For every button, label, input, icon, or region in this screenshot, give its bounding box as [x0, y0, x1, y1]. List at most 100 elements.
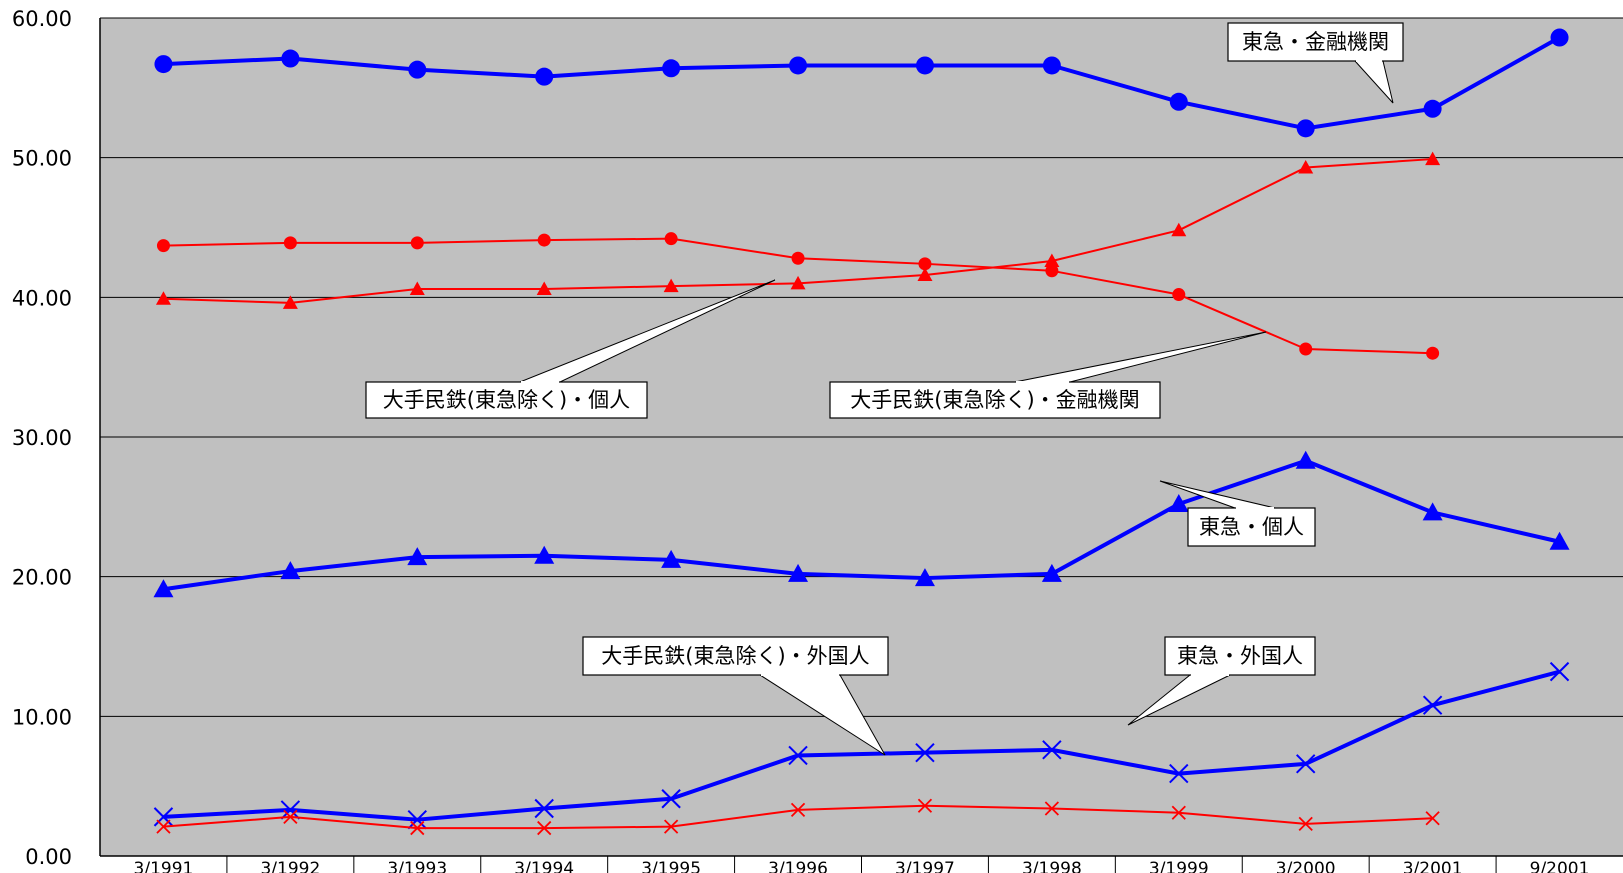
data-point — [662, 59, 681, 78]
x-tick-label: 3/1996 — [768, 859, 828, 873]
callout-label: 大手民鉄(東急除く)・金融機関 — [850, 388, 1139, 412]
data-point — [788, 563, 809, 582]
callout: 大手民鉄(東急除く)・外国人 — [582, 636, 889, 756]
series-5 — [153, 661, 1570, 830]
data-point — [1041, 563, 1062, 582]
series-4 — [153, 450, 1570, 598]
data-point — [915, 742, 935, 763]
data-point — [409, 281, 425, 295]
data-point — [534, 798, 554, 819]
callout-label: 東急・外国人 — [1177, 644, 1303, 668]
data-point — [408, 60, 427, 79]
data-point — [914, 568, 935, 587]
data-point — [1425, 151, 1441, 166]
x-tick-label: 3/1993 — [387, 859, 447, 873]
data-point — [664, 232, 678, 246]
data-point — [1295, 450, 1316, 469]
data-point — [537, 233, 551, 247]
y-tick-label: 60.00 — [12, 7, 72, 31]
y-tick-label: 50.00 — [12, 147, 72, 171]
series-2 — [156, 232, 1440, 360]
data-point — [155, 291, 171, 305]
data-point — [407, 547, 428, 566]
x-tick-label: 9/2001 — [1530, 859, 1590, 873]
data-point — [282, 295, 298, 309]
callout-box — [1187, 507, 1316, 547]
data-point — [410, 236, 424, 250]
data-point — [1042, 56, 1061, 75]
x-tick-label: 3/1994 — [514, 859, 574, 873]
data-point — [1044, 801, 1060, 816]
callout-box — [582, 636, 889, 676]
data-point — [917, 798, 933, 813]
data-point — [1422, 502, 1443, 521]
data-point — [661, 789, 681, 809]
callout: 大手民鉄(東急除く)・個人 — [365, 279, 776, 419]
data-point — [1299, 342, 1313, 356]
data-point — [1296, 119, 1315, 138]
series-line — [163, 669, 1561, 822]
data-point — [535, 67, 554, 86]
x-tick-label: 3/2000 — [1276, 859, 1336, 873]
data-point — [791, 251, 805, 265]
data-point — [1549, 531, 1570, 550]
data-point — [1550, 28, 1569, 47]
data-point — [788, 745, 808, 766]
data-point — [1425, 811, 1440, 826]
x-tick-label: 3/1995 — [641, 859, 701, 873]
callout: 大手民鉄(東急除く)・金融機関 — [829, 331, 1267, 419]
data-point — [281, 49, 300, 68]
data-point — [153, 807, 174, 827]
callout-label: 大手民鉄(東急除く)・個人 — [383, 388, 630, 412]
y-tick-label: 0.00 — [25, 845, 72, 869]
data-point — [1168, 494, 1189, 513]
data-point — [663, 819, 679, 834]
x-tick-label: 3/1992 — [260, 859, 320, 873]
y-tick-label: 10.00 — [12, 705, 72, 729]
data-point — [283, 236, 297, 250]
x-tick-label: 3/2001 — [1403, 859, 1463, 873]
x-tick-label: 3/1991 — [134, 859, 194, 873]
data-point — [156, 239, 170, 253]
series-3 — [155, 151, 1441, 309]
data-point — [789, 56, 808, 75]
data-point — [918, 257, 932, 271]
data-point — [283, 809, 298, 825]
x-tick-label: 3/1998 — [1022, 859, 1082, 873]
data-point — [1042, 740, 1062, 760]
data-point — [537, 820, 552, 836]
data-point — [407, 809, 427, 830]
callout-box — [365, 381, 648, 419]
data-point — [280, 561, 301, 580]
callout-label: 大手民鉄(東急除く)・外国人 — [601, 644, 869, 668]
data-point — [1422, 695, 1443, 715]
callout: 東急・金融機関 — [1227, 22, 1404, 104]
data-point — [1171, 805, 1186, 820]
callout: 東急・外国人 — [1127, 636, 1316, 726]
series-line — [163, 458, 1560, 592]
data-point — [1171, 222, 1187, 237]
data-point — [410, 820, 425, 836]
callout-label: 東急・金融機関 — [1242, 30, 1389, 54]
data-point — [154, 55, 173, 74]
data-point — [1169, 92, 1188, 111]
series-6 — [156, 798, 1440, 836]
series-line — [163, 35, 1561, 131]
x-tick-label: 3/1997 — [895, 859, 955, 873]
x-tick-label: 3/1999 — [1149, 859, 1209, 873]
data-point — [1298, 159, 1314, 174]
data-point — [1426, 346, 1440, 360]
series-1 — [154, 28, 1569, 138]
data-point — [1423, 99, 1442, 118]
data-point — [1172, 288, 1186, 302]
callout-box — [1164, 636, 1316, 676]
data-point — [1169, 763, 1189, 784]
callout-box — [1227, 22, 1404, 62]
y-tick-label: 20.00 — [12, 566, 72, 590]
y-tick-label: 30.00 — [12, 426, 72, 450]
data-point — [534, 545, 555, 564]
data-point — [915, 56, 934, 75]
callout-label: 東急・個人 — [1199, 515, 1304, 539]
data-point — [663, 278, 679, 293]
